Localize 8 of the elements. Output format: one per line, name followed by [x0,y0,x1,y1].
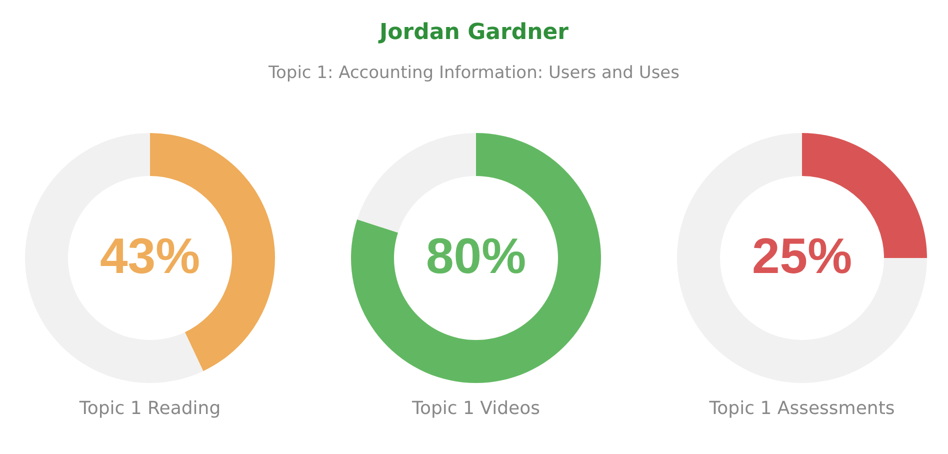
data-label: 43% [100,228,200,284]
chart-title: Jordan Gardner [377,19,570,45]
data-label: 25% [752,228,852,284]
text: Topic 1 Assessments [708,398,895,419]
data-label: 80% [426,228,526,284]
chart-subtitle: Topic 1: Accounting Information: Users and Uses [268,63,680,83]
text: Topic 1 Reading [78,398,221,419]
text: Topic 1 Videos [411,398,540,419]
